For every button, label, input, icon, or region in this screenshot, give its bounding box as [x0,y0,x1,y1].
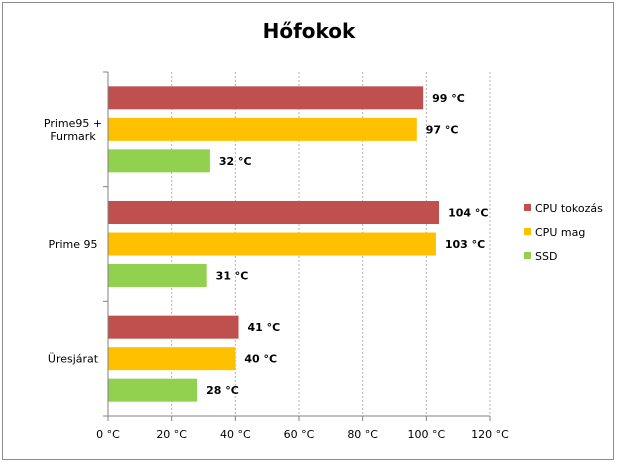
data-label: 99 °C [432,92,465,105]
legend-swatch [524,252,531,259]
bar [108,117,417,141]
x-tick-label: 0 °C [96,428,120,441]
data-label: 31 °C [216,270,249,283]
category-label: Üresjárat [48,353,99,366]
legend-swatch [524,204,531,211]
x-tick-label: 40 °C [220,428,251,441]
bar [108,201,440,224]
x-tick-label: 100 °C [407,428,445,441]
category-label: Prime95 + [44,117,102,130]
data-label: 104 °C [448,207,488,220]
x-tick-label: 60 °C [284,428,315,441]
chart-title: Hőfokok [263,19,356,43]
data-label: 41 °C [248,321,281,334]
legend: CPU tokozás CPU mag SSD [524,202,603,263]
bar [108,347,236,371]
data-label: 32 °C [219,155,252,168]
bar [108,264,207,287]
bars: 99 °C 97 °C 32 °C 104 °C 103 °C 31 °C 41 °C 40 … [108,86,488,402]
data-label: 28 °C [206,384,239,397]
x-tick-label: 80 °C [347,428,378,441]
bar [108,149,210,173]
chart-frame: Hőfokok 99 °C 97 °C 32 °C 104 °C 103 °C 31 °C… [2,2,614,460]
legend-label: CPU mag [535,226,585,239]
bar [108,315,239,339]
data-label: 40 °C [244,353,277,366]
bar-chart: Hőfokok 99 °C 97 °C 32 °C 104 °C 103 °C 31 °C… [44,19,603,441]
category-label: Furmark [50,130,96,143]
legend-label: CPU tokozás [535,202,603,215]
category-label: Prime 95 [49,238,98,251]
x-tick-label: 120 °C [471,428,509,441]
bar [108,232,436,256]
bar [108,86,424,110]
data-label: 103 °C [445,238,485,251]
axes: 0 °C 20 °C 40 °C 60 °C 80 °C 100 °C 120 °C Prim… [44,71,509,441]
bar [108,378,198,402]
x-tick-label: 20 °C [156,428,187,441]
legend-label: SSD [535,250,557,263]
data-label: 97 °C [426,123,459,136]
legend-swatch [524,228,531,235]
